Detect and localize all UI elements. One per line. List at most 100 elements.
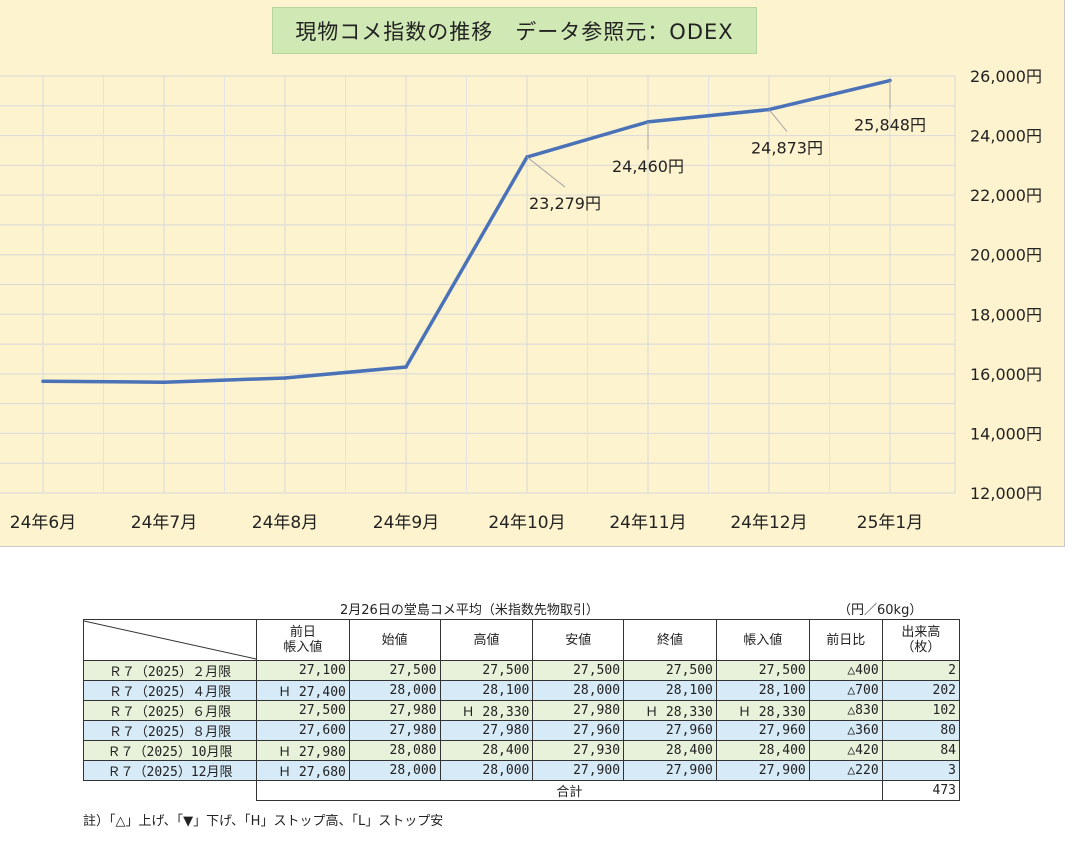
- table-header-cell: 高値: [439, 619, 534, 661]
- table-cell: △220: [808, 760, 883, 781]
- table-header-cell: 前日 帳入値: [256, 619, 350, 661]
- total-volume: 473: [881, 780, 961, 801]
- table-row: Ｒ７（2025）６月限 27,500 27,980 Ｈ 28,330 27,980 Ｈ 2…: [83, 700, 961, 721]
- futures-table-area: 2月26日の堂島コメ平均（米指数先物取引） （円／60kg） 前日 帳入値 始値高…: [80, 597, 961, 829]
- y-tick-label: 12,000円: [970, 484, 1042, 503]
- table-header-cell: 安値: [532, 619, 625, 661]
- table-cell: △360: [808, 720, 883, 741]
- y-tick-label: 18,000円: [970, 305, 1042, 324]
- table-cell: 27,960: [532, 720, 625, 741]
- table-cell: Ｈ 27,400: [256, 680, 350, 701]
- x-tick-label: 24年7月: [131, 513, 197, 533]
- table-cell: △700: [808, 680, 883, 701]
- table-cell: 27,960: [623, 720, 717, 741]
- table-total-row: 合計 473: [83, 780, 961, 801]
- table-cell: △830: [808, 700, 883, 721]
- table-cell: 27,960: [715, 720, 810, 741]
- table-caption: 2月26日の堂島コメ平均（米指数先物取引）: [340, 603, 599, 618]
- data-point: [404, 365, 408, 369]
- chart-panel: 12,000円 14,000円 16,000円 18,000円 20,000円 22,00…: [0, 0, 1065, 547]
- futures-table: 前日 帳入値 始値 高値 安値 終値 帳入値 前日比 出来高 （枚） Ｒ７（2025）２月限 2…: [83, 619, 961, 801]
- y-tick-label: 14,000円: [970, 424, 1042, 443]
- table-cell: 27,900: [715, 760, 810, 781]
- contract-month-cell: Ｒ７（2025）８月限: [83, 720, 257, 741]
- table-cell: 27,980: [348, 720, 441, 741]
- table-cell: 28,000: [532, 680, 625, 701]
- table-cell: 102: [881, 700, 961, 721]
- table-cell: 27,600: [256, 720, 350, 741]
- table-cell: 27,500: [715, 660, 810, 681]
- table-cell: 27,100: [256, 660, 350, 681]
- table-header-cell: 終値: [623, 619, 717, 661]
- table-row: Ｒ７（2025）４月限 Ｈ 27,400 28,000 28,100 28,000 28,…: [83, 680, 961, 701]
- table-cell: 84: [881, 740, 961, 761]
- table-cell: 27,900: [532, 760, 625, 781]
- table-cell: Ｈ 27,980: [256, 740, 350, 761]
- data-point: [646, 120, 650, 124]
- table-header-cell: 出来高 （枚）: [881, 619, 961, 661]
- data-label: 25,848円: [854, 116, 926, 135]
- x-tick-label: 24年8月: [252, 513, 318, 533]
- table-cell: Ｈ 28,330: [439, 700, 534, 721]
- table-cell: Ｈ 27,680: [256, 760, 350, 781]
- y-tick-label: 22,000円: [970, 186, 1042, 205]
- table-unit: （円／60kg）: [838, 603, 923, 618]
- table-cell: 2: [881, 660, 961, 681]
- table-note: 註）「△」上げ、「▼」下げ、「H」ストップ高、「L」ストップ安: [83, 814, 444, 829]
- table-cell: 27,500: [439, 660, 534, 681]
- table-header-corner: [83, 619, 257, 661]
- series-line: [42, 78, 891, 384]
- table-cell: 27,500: [348, 660, 441, 681]
- table-cell: △420: [808, 740, 883, 761]
- x-tick-label: 24年11月: [609, 513, 686, 533]
- table-caption-row: 2月26日の堂島コメ平均（米指数先物取引） （円／60kg）: [80, 597, 960, 619]
- table-cell: 28,000: [348, 680, 441, 701]
- table-header-cell: 始値: [348, 619, 441, 661]
- y-tick-label: 24,000円: [970, 127, 1042, 146]
- table-cell: 27,500: [623, 660, 717, 681]
- contract-month-cell: Ｒ７（2025）４月限: [83, 680, 257, 701]
- total-blank-cell: [83, 780, 257, 801]
- table-cell: 28,400: [715, 740, 810, 761]
- table-cell: 202: [881, 680, 961, 701]
- data-label: 24,873円: [751, 139, 823, 158]
- data-label: 24,460円: [612, 157, 684, 176]
- y-tick-label: 20,000円: [970, 246, 1042, 265]
- contract-month-cell: Ｒ７（2025）６月限: [83, 700, 257, 721]
- table-cell: Ｈ 28,330: [715, 700, 810, 721]
- table-cell: 27,980: [532, 700, 625, 721]
- y-tick-label: 16,000円: [970, 365, 1042, 384]
- table-cell: 28,400: [623, 740, 717, 761]
- chart-title: 現物コメ指数の推移 データ参照元：ODEX: [272, 7, 757, 54]
- table-cell: 28,100: [715, 680, 810, 701]
- table-cell: 28,000: [439, 760, 534, 781]
- table-row: Ｒ７（2025）12月限 Ｈ 27,680 28,000 28,000 27,900 27…: [83, 760, 961, 781]
- x-tick-label: 24年10月: [488, 513, 565, 533]
- table-cell: 27,500: [256, 700, 350, 721]
- data-label: 23,279円: [529, 194, 601, 213]
- table-cell: 27,500: [532, 660, 625, 681]
- table-cell: 27,930: [532, 740, 625, 761]
- table-cell: 27,980: [439, 720, 534, 741]
- table-row: Ｒ７（2025）８月限 27,600 27,980 27,980 27,960 27,96…: [83, 720, 961, 741]
- contract-month-cell: Ｒ７（2025）12月限: [83, 760, 257, 781]
- table-header-row: 前日 帳入値 始値 高値 安値 終値 帳入値 前日比 出来高 （枚）: [83, 619, 961, 661]
- table-cell: 28,400: [439, 740, 534, 761]
- data-point: [162, 380, 166, 384]
- x-tick-label: 24年12月: [730, 513, 807, 533]
- table-header-cell: 帳入値: [715, 619, 810, 661]
- data-point: [888, 78, 892, 83]
- table-cell: Ｈ 28,330: [623, 700, 717, 721]
- data-point: [283, 376, 287, 380]
- table-cell: 28,100: [439, 680, 534, 701]
- data-point: [41, 379, 45, 384]
- table-cell: △400: [808, 660, 883, 681]
- table-row: Ｒ７（2025）２月限 27,100 27,500 27,500 27,500 27,50…: [83, 660, 961, 681]
- x-tick-label: 24年6月: [10, 513, 76, 533]
- table-row: Ｒ７（2025）10月限 Ｈ 27,980 28,080 28,400 27,930 28…: [83, 740, 961, 761]
- table-cell: 27,980: [348, 700, 441, 721]
- contract-month-cell: Ｒ７（2025）10月限: [83, 740, 257, 761]
- table-cell: 28,000: [348, 760, 441, 781]
- table-cell: 28,100: [623, 680, 717, 701]
- line-chart: 12,000円 14,000円 16,000円 18,000円 20,000円 22,00…: [0, 67, 1042, 533]
